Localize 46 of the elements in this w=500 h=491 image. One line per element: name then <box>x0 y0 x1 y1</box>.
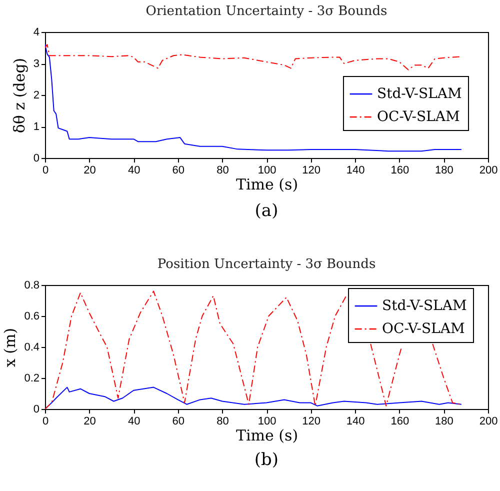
line-series <box>45 44 462 152</box>
y-tick-label: 0 <box>33 404 40 416</box>
legend-label: Std-V-SLAM <box>377 86 462 102</box>
y-tick-label: 0.6 <box>24 310 40 322</box>
x-tick-label: 180 <box>435 416 454 428</box>
legend-label: OC-V-SLAM <box>377 109 460 125</box>
x-tick-label: 40 <box>128 164 140 176</box>
y-tick-label: 0.8 <box>24 280 40 292</box>
x-tick-label: 40 <box>128 416 140 428</box>
x-tick-label: 200 <box>479 416 498 428</box>
y-tick-label: 0 <box>33 152 40 164</box>
y-tick-label: 4 <box>33 26 40 38</box>
x-tick-label: 80 <box>216 416 229 428</box>
x-tick-label: 100 <box>258 416 276 428</box>
x-tick-label: 140 <box>346 164 365 176</box>
x-tick-label: 160 <box>390 164 410 176</box>
y-tick-label: 0.2 <box>24 372 40 384</box>
y-axis-title: δθ z (deg) <box>10 58 28 134</box>
legend-label: OC-V-SLAM <box>382 321 465 337</box>
x-tick-label: 100 <box>258 164 276 176</box>
x-tick-label: 140 <box>346 416 365 428</box>
x-tick-label: 0 <box>42 164 49 176</box>
y-tick-label: 2 <box>33 90 40 102</box>
chart-title: Position Uncertainty - 3σ Bounds <box>157 257 376 272</box>
x-tick-label: 20 <box>84 416 96 428</box>
x-tick-label: 120 <box>302 164 320 176</box>
x-tick-label: 200 <box>479 164 498 176</box>
chart-title: Orientation Uncertainty - 3σ Bounds <box>146 4 388 19</box>
x-tick-label: 60 <box>172 164 185 176</box>
line-series <box>45 44 462 70</box>
text: (b) <box>253 449 280 471</box>
text: (a) <box>254 200 280 222</box>
x-tick-label: 0 <box>42 416 49 428</box>
x-tick-label: 120 <box>302 416 320 428</box>
y-axis-title: x (m) <box>1 328 20 368</box>
x-tick-label: 60 <box>172 416 185 428</box>
y-tick-label: 1 <box>33 121 40 133</box>
y-tick-label: 0.4 <box>24 342 40 354</box>
x-tick-label: 80 <box>216 164 229 176</box>
y-tick-label: 3 <box>33 58 40 70</box>
x-axis-title: Time (s) <box>236 426 298 444</box>
x-tick-label: 160 <box>390 416 410 428</box>
legend-label: Std-V-SLAM <box>382 298 467 314</box>
x-tick-label: 20 <box>84 164 96 176</box>
x-axis-title: Time (s) <box>236 176 298 194</box>
x-tick-label: 180 <box>435 164 454 176</box>
